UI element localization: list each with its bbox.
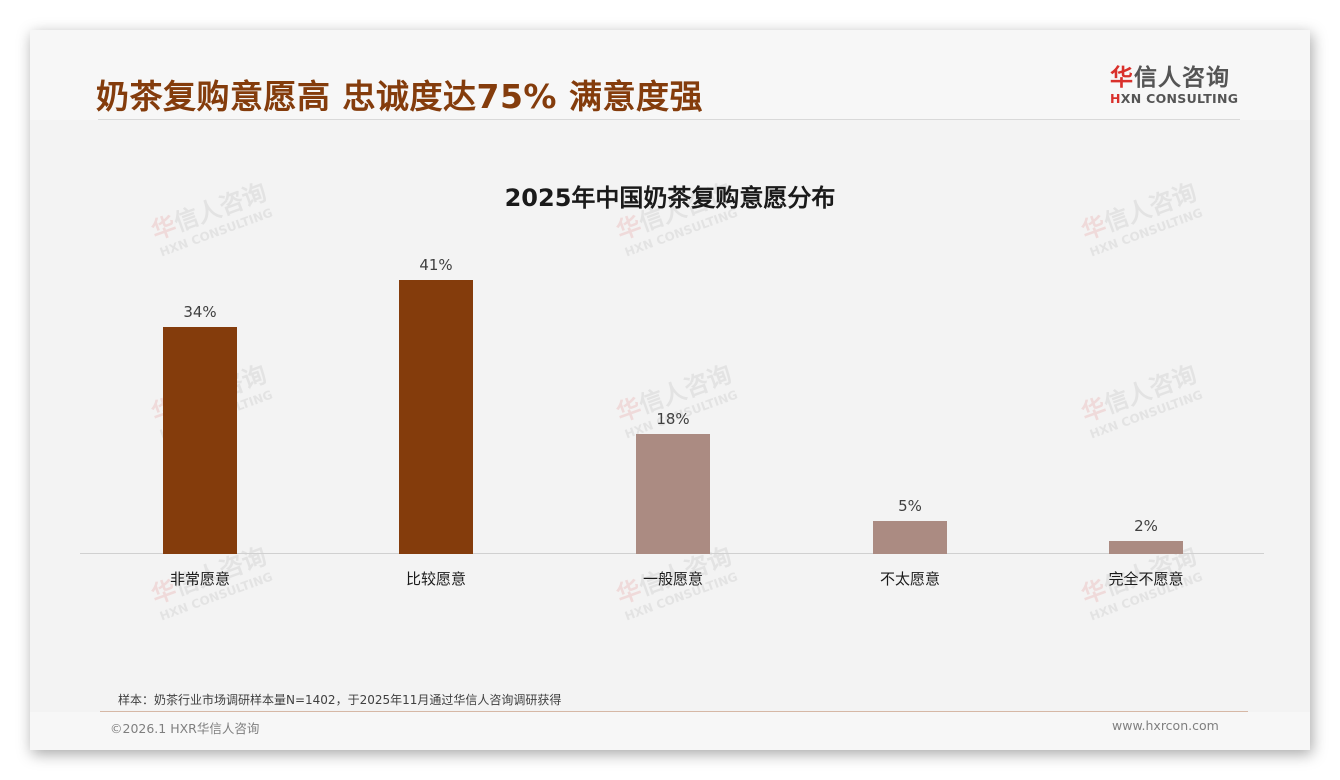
bar-value-label: 18%	[656, 410, 690, 428]
category-label: 完全不愿意	[1108, 570, 1184, 588]
logo-en-text: XN CONSULTING	[1120, 91, 1239, 106]
logo-en-accent: H	[1110, 91, 1121, 106]
page-title: 奶茶复购意愿高 忠诚度达75% 满意度强	[96, 77, 703, 116]
bar-group: 18%	[636, 410, 710, 554]
logo-english: HXN CONSULTING	[1110, 92, 1242, 106]
logo-accent-char: 华	[1110, 65, 1134, 91]
bar-group: 2%	[1109, 517, 1183, 554]
bar	[636, 434, 710, 554]
footer-divider	[100, 711, 1248, 712]
footer-copyright: ©2026.1 HXR华信人咨询	[110, 721, 260, 736]
category-label: 不太愿意	[879, 570, 940, 588]
header-band	[30, 30, 1310, 120]
bar-value-label: 41%	[419, 256, 453, 274]
bar-group: 41%	[399, 256, 473, 554]
bar-value-label: 5%	[898, 497, 922, 515]
bar	[873, 521, 947, 554]
category-label: 非常愿意	[169, 570, 230, 588]
slide: 奶茶复购意愿高 忠诚度达75% 满意度强 华信人咨询 HXN CONSULTIN…	[30, 30, 1310, 750]
title-divider	[98, 119, 1240, 120]
bar-group: 34%	[163, 303, 237, 554]
chart-title: 2025年中国奶茶复购意愿分布	[504, 184, 836, 212]
category-label: 一般愿意	[642, 570, 703, 588]
footer-band	[30, 712, 1310, 750]
source-note: 样本：奶茶行业市场调研样本量N=1402，于2025年11月通过华信人咨询调研获…	[118, 693, 562, 707]
bar-value-label: 34%	[183, 303, 217, 321]
bar-value-label: 2%	[1134, 517, 1158, 535]
bar	[399, 280, 473, 554]
bar	[163, 327, 237, 554]
logo-chinese: 华信人咨询	[1110, 64, 1242, 92]
company-logo: 华信人咨询 HXN CONSULTING	[1110, 64, 1242, 106]
bar	[1109, 541, 1183, 554]
bar-chart-plot-area: 34% 41% 18% 5% 2%	[80, 220, 1264, 554]
category-label: 比较愿意	[405, 570, 466, 588]
footer-website: www.hxrcon.com	[1112, 718, 1219, 733]
bar-group: 5%	[873, 497, 947, 554]
logo-cn-text: 信人咨询	[1134, 65, 1230, 91]
